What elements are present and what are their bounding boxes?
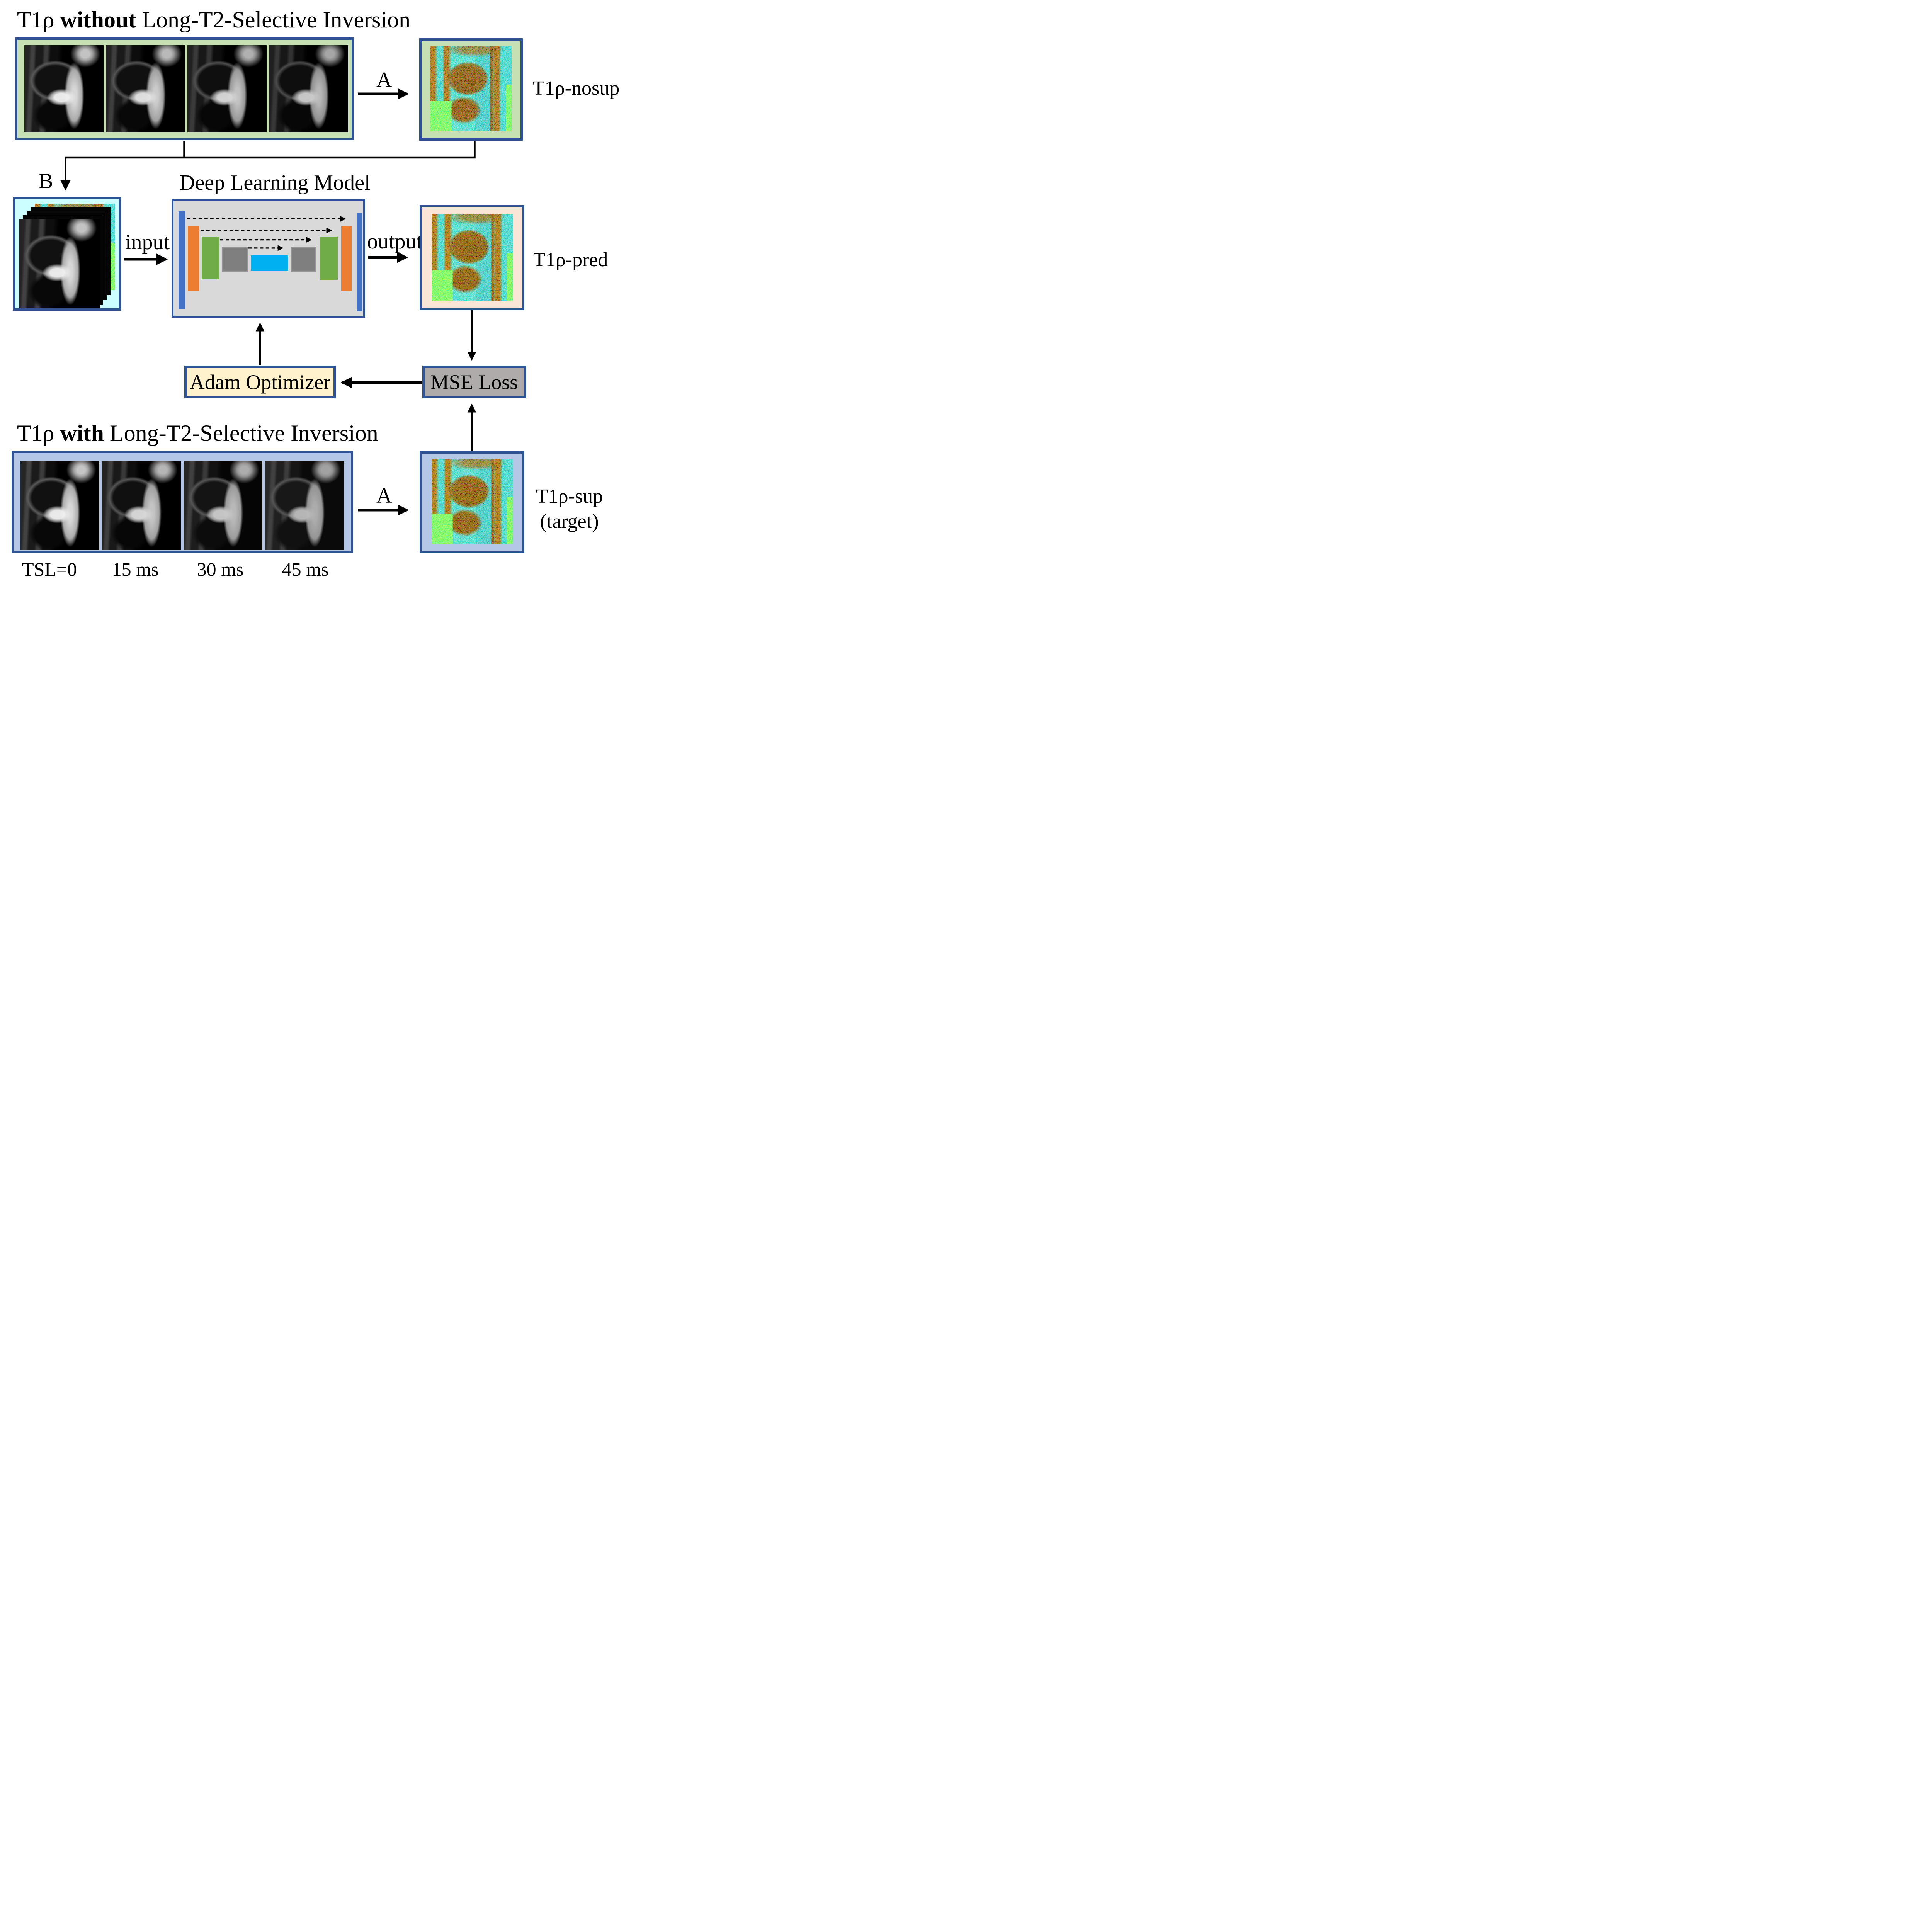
t1rho-nosup-label: T1ρ-nosup <box>532 77 620 99</box>
unet-layer-green-left <box>202 237 219 279</box>
title-bottom-post: Long-T2-Selective Inversion <box>104 420 378 446</box>
mse-loss-label: MSE Loss <box>430 370 518 394</box>
t1rho-nosup-map-box <box>419 38 523 141</box>
t1rho-nosup-map <box>430 46 512 131</box>
t1rho-sup-map <box>431 459 513 544</box>
unet-layer-orange-right <box>341 226 352 291</box>
title-top: T1ρ without Long-T2-Selective Inversion <box>17 7 410 32</box>
unet-layer-blue-left <box>179 211 185 309</box>
fitting-label-a-top: A <box>376 68 392 92</box>
tsl-label-45: 45 ms <box>282 558 329 580</box>
title-bottom: T1ρ with Long-T2-Selective Inversion <box>17 420 378 446</box>
fitting-label-a-bottom: A <box>376 484 392 508</box>
mri-image-tsl30 <box>184 461 262 550</box>
unet-layer-orange-left <box>188 226 199 291</box>
title-top-post: Long-T2-Selective Inversion <box>136 7 411 32</box>
title-bottom-pre: T1ρ <box>17 420 60 446</box>
mri-image <box>106 45 185 132</box>
model-title: Deep Learning Model <box>179 171 371 195</box>
mri-image <box>24 45 104 132</box>
figure-canvas: T1ρ without Long-T2-Selective Inversion … <box>0 0 631 592</box>
t1rho-sup-label-line2: (target) <box>540 510 599 532</box>
t1rho-pred-label: T1ρ-pred <box>533 249 608 271</box>
adam-optimizer-box: Adam Optimizer <box>184 366 336 398</box>
t1rho-pred-map-box <box>420 205 524 310</box>
deep-learning-model-box <box>172 199 365 318</box>
tsl-label-0: TSL=0 <box>22 558 77 580</box>
t1rho-sup-map-box <box>420 451 524 553</box>
t1rho-pred-map <box>431 214 513 301</box>
t1rho-sup-label-line1: T1ρ-sup <box>536 485 603 507</box>
mri-image-tsl15 <box>102 461 181 550</box>
mri-image <box>269 45 348 132</box>
output-label: output <box>367 230 423 253</box>
unet-layer-gray-right <box>291 247 316 272</box>
title-bottom-bold: with <box>60 420 104 446</box>
mri-image <box>187 45 267 132</box>
mri-image-tsl0 <box>20 461 99 550</box>
stacked-image-front <box>19 219 100 308</box>
tsl-label-15: 15 ms <box>112 558 159 580</box>
mri-image-tsl45 <box>265 461 344 550</box>
no-inversion-image-strip <box>15 37 354 140</box>
input-label: input <box>125 230 170 254</box>
unet-layer-green-right <box>320 237 338 280</box>
adam-optimizer-label: Adam Optimizer <box>189 370 331 394</box>
mse-loss-box: MSE Loss <box>422 366 526 398</box>
title-top-bold: without <box>60 7 136 32</box>
tsl-label-30: 30 ms <box>197 558 244 580</box>
title-top-pre: T1ρ <box>17 7 60 32</box>
t1rho-sup-label: T1ρ-sup (target) <box>532 484 607 534</box>
unet-layer-blue-right <box>357 213 362 311</box>
with-inversion-image-strip <box>12 451 353 553</box>
branch-label-b: B <box>39 169 53 193</box>
input-image-stack <box>13 197 121 311</box>
branch-connector-line <box>65 141 476 159</box>
unet-layer-gray-left <box>222 247 248 272</box>
unet-bottleneck <box>251 255 288 271</box>
